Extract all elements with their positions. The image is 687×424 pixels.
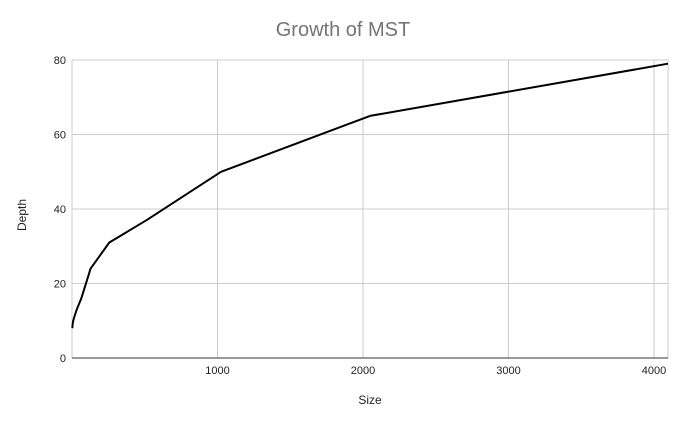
x-tick-label: 2000 xyxy=(351,365,375,377)
x-tick-label: 4000 xyxy=(642,365,666,377)
y-tick-label: 60 xyxy=(54,130,66,142)
x-tick-label: 3000 xyxy=(496,365,520,377)
y-tick-label: 20 xyxy=(54,279,66,291)
y-tick-label: 80 xyxy=(54,55,66,67)
horizontal-gridlines xyxy=(72,59,668,284)
x-tick-labels: 1000 2000 3000 4000 xyxy=(205,365,666,377)
y-tick-labels: 0 20 40 60 80 xyxy=(54,55,66,365)
y-axis-label: Depth xyxy=(15,199,29,231)
chart-title: Growth of MST xyxy=(276,19,410,41)
x-axis-label: Size xyxy=(358,393,382,407)
y-tick-label: 40 xyxy=(54,204,66,216)
y-tick-label: 0 xyxy=(60,353,66,365)
x-tick-label: 1000 xyxy=(205,365,229,377)
series-line xyxy=(71,62,669,329)
